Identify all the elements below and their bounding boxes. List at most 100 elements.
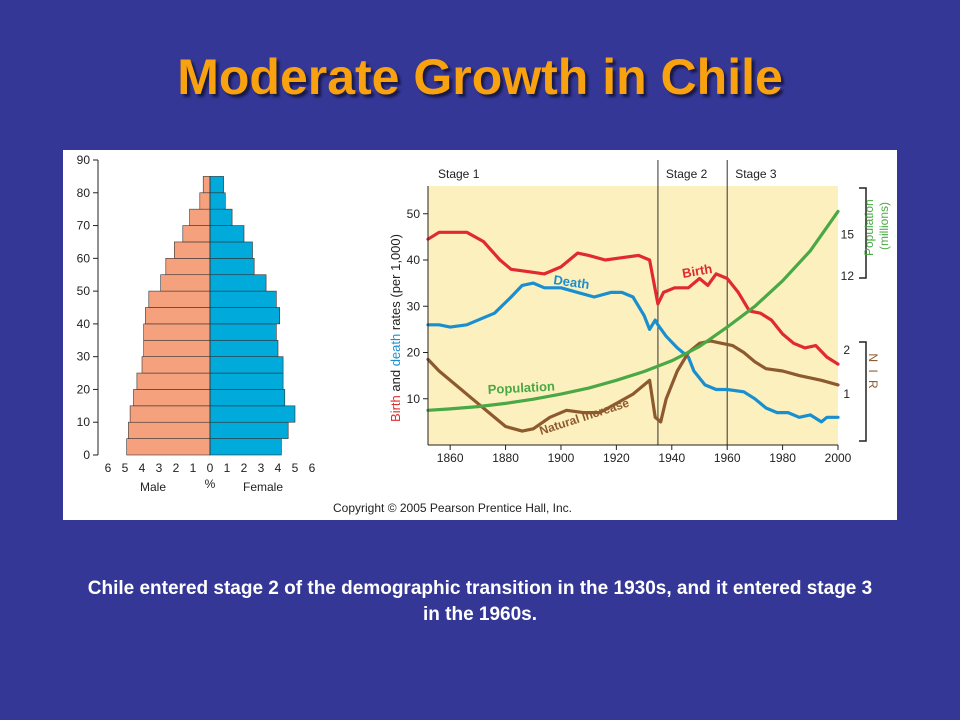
series-line-natural-increase — [426, 339, 840, 433]
year-tick-label: 1960 — [714, 451, 741, 465]
pyramid-bars — [126, 176, 296, 456]
pyramid-male-label: Male — [140, 480, 166, 494]
rates-label-and: and — [388, 366, 403, 395]
stage-label: Stage 1 — [438, 167, 480, 181]
female-bar — [209, 258, 255, 276]
population-label: Population — [487, 378, 555, 396]
pyramid-y-tick-label: 60 — [77, 251, 91, 265]
pyramid-x-tick-label: 5 — [292, 461, 299, 475]
male-bar — [129, 405, 211, 423]
nir-tick-label: 1 — [843, 387, 850, 401]
rate-tick-label: 50 — [407, 207, 421, 221]
year-tick-label: 1860 — [437, 451, 464, 465]
male-bar — [160, 274, 211, 292]
year-tick-label: 1900 — [548, 451, 575, 465]
series-line-death — [426, 281, 840, 424]
rate-tick-label: 30 — [407, 299, 421, 313]
slide-title: Moderate Growth in Chile — [177, 49, 783, 105]
pyramid-y-tick-label: 40 — [77, 317, 91, 331]
year-tick-label: 1880 — [492, 451, 519, 465]
pyramid-y-tick-label: 0 — [83, 448, 90, 462]
female-bar — [209, 356, 284, 374]
stage-region — [428, 186, 838, 445]
female-bar — [209, 225, 245, 243]
time-axes — [427, 186, 838, 446]
pyramid-y-tick-label: 80 — [77, 186, 91, 200]
population-axis-label: Population (millions) — [862, 196, 891, 256]
population-tick-label: 15 — [841, 228, 855, 242]
female-bar — [209, 421, 289, 439]
year-tick-label: 1940 — [658, 451, 685, 465]
pyramid-y-ticks: 0 10 20 30 40 50 60 70 80 90 — [77, 153, 98, 462]
female-bar — [209, 405, 296, 423]
rates-label-birth: Birth — [388, 395, 403, 422]
pyramid-y-tick-label: 70 — [77, 219, 91, 233]
female-bar — [209, 274, 267, 292]
pyramid-x-tick-label: 3 — [156, 461, 163, 475]
stage-backgrounds — [428, 160, 838, 445]
birth-label: Birth — [681, 261, 714, 281]
death-label: Death — [553, 272, 591, 292]
male-bar — [143, 339, 211, 357]
nir-tick-label: 2 — [843, 343, 850, 357]
year-tick-label: 1920 — [603, 451, 630, 465]
pyramid-x-tick-label: 6 — [105, 461, 112, 475]
pyramid-female-label: Female — [243, 480, 283, 494]
pyramid-y-tick-label: 10 — [77, 415, 91, 429]
series-lines — [426, 209, 840, 433]
male-bar — [141, 356, 211, 374]
female-bar — [209, 307, 280, 325]
male-bar — [133, 389, 211, 407]
male-bar — [126, 438, 211, 456]
copyright-text: Copyright © 2005 Pearson Prentice Hall, … — [333, 501, 572, 515]
year-tick-label: 2000 — [825, 451, 852, 465]
pyramid-y-tick-label: 30 — [77, 350, 91, 364]
female-bar — [209, 192, 226, 210]
male-bar — [182, 225, 211, 243]
slide-caption: Chile entered stage 2 of the demographic… — [87, 578, 873, 625]
male-bar — [199, 192, 211, 210]
male-bar — [174, 241, 211, 259]
pyramid-x-axis-label: % — [205, 477, 216, 491]
nir-axis-label: N I R — [866, 353, 880, 390]
male-bar — [165, 258, 211, 276]
pyramid-y-tick-label: 20 — [77, 382, 91, 396]
pyramid-x-tick-label: 4 — [275, 461, 282, 475]
rate-tick-label: 20 — [407, 346, 421, 360]
rates-label-death: death — [388, 334, 403, 367]
male-bar — [128, 421, 211, 439]
male-bar — [148, 290, 211, 308]
pyramid-x-tick-label: 2 — [241, 461, 248, 475]
female-bar — [209, 389, 286, 407]
pyramid-y-tick-label: 90 — [77, 153, 91, 167]
male-bar — [136, 372, 211, 390]
male-bar — [143, 323, 211, 341]
pyramid-x-tick-label: 0 — [207, 461, 214, 475]
pyramid-x-tick-label: 5 — [122, 461, 129, 475]
stage-label: Stage 2 — [666, 167, 708, 181]
rate-tick-label: 10 — [407, 392, 421, 406]
year-tick-label: 1980 — [769, 451, 796, 465]
population-axis-bracket — [859, 187, 867, 279]
rates-axis-label: Birth and death rates (per 1,000) — [388, 234, 403, 422]
series-line-population — [426, 209, 840, 412]
female-bar — [209, 208, 233, 226]
female-bar — [209, 339, 279, 357]
pyramid-x-tick-label: 1 — [190, 461, 197, 475]
population-axis-line2: (millions) — [877, 202, 891, 250]
female-bar — [209, 323, 277, 341]
time-y-ticks: 10 20 30 40 50 — [407, 207, 428, 406]
female-bar — [209, 176, 224, 194]
time-x-ticks: 1860 1880 1900 1920 1940 1960 1980 2000 — [437, 445, 852, 465]
rate-tick-label: 40 — [407, 253, 421, 267]
population-axis-line1: Population — [862, 199, 876, 256]
male-bar — [202, 176, 211, 194]
pyramid-x-tick-label: 3 — [258, 461, 265, 475]
pyramid-x-tick-label: 1 — [224, 461, 231, 475]
female-bar — [209, 438, 282, 456]
rates-label-rest: rates (per 1,000) — [388, 234, 403, 334]
